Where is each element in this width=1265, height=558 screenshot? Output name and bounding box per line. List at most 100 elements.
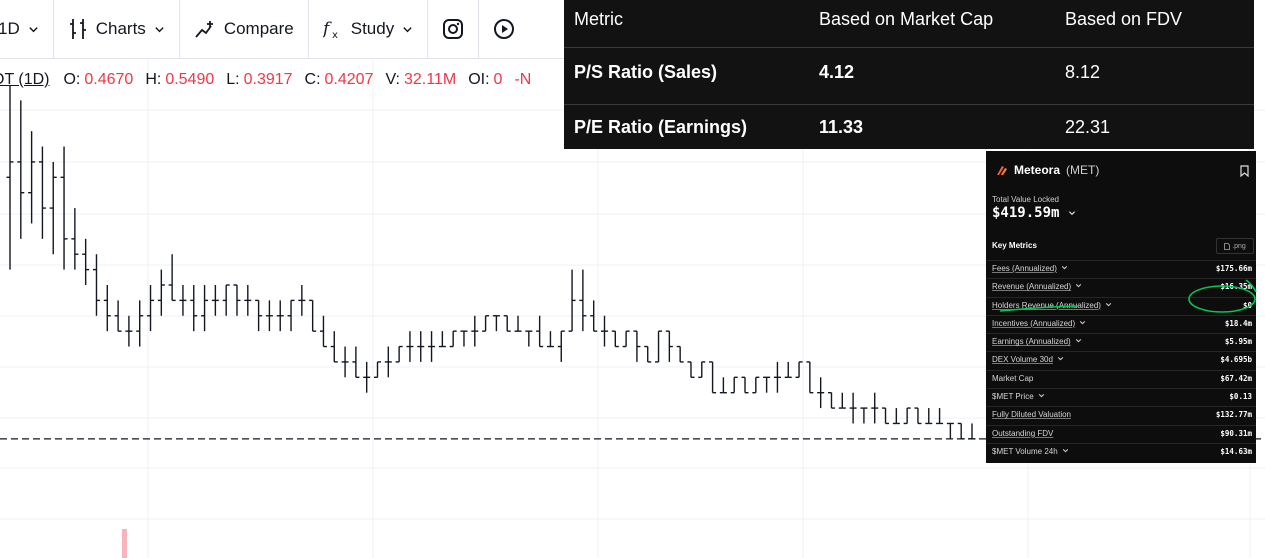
chevron-down-icon bbox=[29, 26, 38, 32]
ohlc-bar bbox=[190, 285, 198, 332]
ohlc-bar bbox=[114, 300, 122, 332]
ohlc-bar bbox=[860, 407, 868, 424]
metric-row[interactable]: Revenue (Annualized) $16.35m bbox=[986, 278, 1256, 296]
ohlc-bar bbox=[287, 299, 295, 332]
ohlc-bar bbox=[503, 315, 511, 332]
metric-row[interactable]: Incentives (Annualized) $18.4m bbox=[986, 314, 1256, 333]
ohlc-bar bbox=[492, 315, 500, 332]
ohlc-bar bbox=[330, 331, 338, 363]
ohlc-bar bbox=[384, 346, 392, 378]
ohlc-bar bbox=[92, 254, 100, 316]
charts-button[interactable]: Charts bbox=[54, 0, 180, 58]
ohlc-bar bbox=[622, 330, 630, 348]
svg-text:x: x bbox=[332, 30, 338, 40]
high-value: 0.5490 bbox=[165, 71, 215, 88]
chevron-down-icon bbox=[1062, 448, 1068, 453]
ohlc-bar bbox=[363, 361, 371, 393]
key-metrics-list: Fees (Annualized) $175.66m Revenue (Annual… bbox=[986, 260, 1256, 461]
replay-button[interactable] bbox=[479, 0, 529, 58]
candles-icon bbox=[69, 19, 86, 39]
ohlc-bar bbox=[882, 407, 890, 425]
ohlc-bar bbox=[676, 345, 684, 363]
ohlc-bar bbox=[514, 315, 522, 332]
ohlc-bar bbox=[525, 330, 533, 347]
extra-value: -N bbox=[514, 71, 532, 88]
interval-button[interactable]: 1D bbox=[0, 0, 54, 58]
ohlc-bar bbox=[147, 285, 155, 332]
ohlc-bar bbox=[211, 285, 219, 316]
metric-row[interactable]: Holders Revenue (Annualized) $0 bbox=[986, 296, 1256, 315]
ohlc-bar bbox=[968, 423, 976, 440]
ohlc-bar bbox=[579, 269, 587, 332]
symbol-label[interactable]: OT (1D) bbox=[0, 71, 50, 88]
ohlc-bar bbox=[255, 299, 263, 332]
ohlc-bar bbox=[103, 285, 111, 332]
ohlc-bar bbox=[417, 331, 425, 362]
ohlc-bar bbox=[925, 408, 933, 425]
instagram-button[interactable] bbox=[428, 0, 480, 58]
png-label: .png bbox=[1232, 242, 1246, 250]
ohlc-bar bbox=[471, 315, 479, 347]
high-label: H: bbox=[145, 71, 162, 88]
metric-row-value: $0.13 bbox=[1229, 392, 1252, 402]
compare-button[interactable]: Compare bbox=[180, 0, 309, 58]
play-circle-icon bbox=[494, 19, 515, 39]
header-market-cap: Based on Market Cap bbox=[819, 9, 994, 29]
ohlc-bar bbox=[298, 285, 306, 316]
metric-row-label: $MET Volume 24h bbox=[992, 447, 1069, 456]
ohlc-bar bbox=[763, 376, 771, 393]
ohlc-bar bbox=[536, 315, 544, 348]
metric-row-value: $132.77m bbox=[1215, 410, 1252, 420]
ohlc-bar bbox=[871, 392, 879, 424]
metric-row: Market Cap $67.42m bbox=[986, 369, 1256, 388]
metric-row-label: Revenue (Annualized) bbox=[992, 282, 1082, 291]
metric-row-label: Fully Diluted Valuation bbox=[992, 410, 1072, 420]
ohlc-bar bbox=[827, 391, 835, 409]
metric-row-value: $67.42m bbox=[1220, 373, 1252, 383]
metric-row[interactable]: Fees (Annualized) $175.66m bbox=[986, 260, 1256, 278]
metric-row-label: Fees (Annualized) bbox=[992, 264, 1068, 273]
metric-row-value: $14.63m bbox=[1220, 446, 1252, 456]
ohlc-bar bbox=[795, 361, 803, 379]
tvl-value[interactable]: $419.59m bbox=[992, 205, 1076, 221]
metric-row[interactable]: $MET Volume 24h $14.63m bbox=[986, 442, 1256, 461]
ohlc-bar bbox=[309, 299, 317, 332]
ohlc-bar bbox=[741, 376, 749, 394]
metric-market-cap-value: 11.33 bbox=[819, 117, 864, 137]
metric-row[interactable]: Earnings (Annualized) $5.95m bbox=[986, 333, 1256, 351]
metric-row[interactable]: DEX Volume 30d $4.695b bbox=[986, 351, 1256, 369]
ohlc-bar bbox=[590, 300, 598, 332]
metric-fdv-value: 22.31 bbox=[1065, 117, 1111, 137]
png-export-button[interactable]: .png bbox=[1216, 238, 1254, 254]
ohlc-bar bbox=[892, 408, 900, 425]
metric-row-label: Holders Revenue (Annualized) bbox=[992, 301, 1112, 310]
protocol-ticker: (MET) bbox=[1066, 163, 1100, 177]
ohlc-bar bbox=[719, 377, 727, 394]
ohlc-bar bbox=[709, 361, 717, 394]
ohlc-bar bbox=[233, 284, 241, 316]
close-label: C: bbox=[304, 71, 321, 88]
chevron-down-icon bbox=[1068, 211, 1075, 216]
low-label: L: bbox=[226, 71, 240, 88]
header-fdv: Based on FDV bbox=[1065, 9, 1183, 29]
open-value: 0.4670 bbox=[84, 71, 134, 88]
ohlc-bars bbox=[6, 85, 976, 440]
metric-row-value: $4.695b bbox=[1220, 355, 1252, 365]
table-row: P/S Ratio (Sales) 4.12 8.12 bbox=[564, 62, 1254, 105]
ohlc-bar bbox=[849, 392, 857, 424]
tvl-label: Total Value Locked bbox=[992, 195, 1060, 204]
metric-name: P/E Ratio (Earnings) bbox=[574, 117, 748, 137]
chevron-down-icon bbox=[403, 26, 412, 32]
metric-row-label: Earnings (Annualized) bbox=[992, 337, 1082, 346]
ohlc-bar bbox=[449, 330, 457, 348]
metric-row-value: $5.95m bbox=[1224, 337, 1252, 347]
metric-row[interactable]: $MET Price $0.13 bbox=[986, 388, 1256, 406]
chevron-down-icon bbox=[1057, 357, 1064, 361]
ohlc-bar bbox=[568, 269, 576, 332]
ohlc-bar bbox=[611, 330, 619, 348]
bookmark-icon[interactable] bbox=[1240, 165, 1249, 177]
metric-row-value: $175.66m bbox=[1215, 264, 1252, 273]
ohlc-bar bbox=[633, 330, 641, 362]
